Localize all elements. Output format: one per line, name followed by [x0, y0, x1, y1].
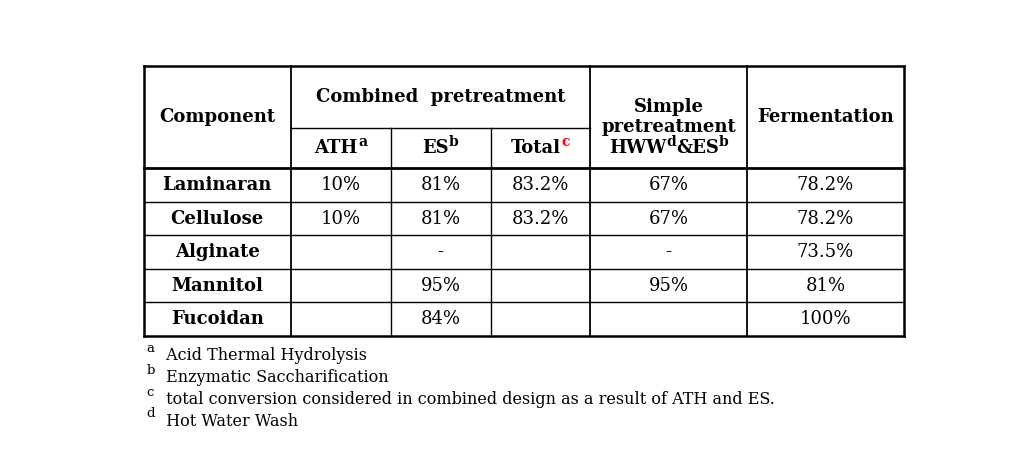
Text: Alginate: Alginate	[175, 243, 260, 261]
Text: 95%: 95%	[421, 277, 461, 295]
Text: a: a	[358, 135, 367, 149]
Text: 95%: 95%	[649, 277, 689, 295]
Text: 83.2%: 83.2%	[512, 210, 569, 228]
Text: Laminaran: Laminaran	[162, 176, 272, 194]
Text: 81%: 81%	[420, 210, 461, 228]
Text: b: b	[147, 364, 155, 377]
Text: c: c	[147, 386, 154, 398]
Text: 78.2%: 78.2%	[797, 176, 854, 194]
Text: &ES: &ES	[676, 139, 718, 157]
Text: b: b	[718, 135, 729, 149]
Text: Mannitol: Mannitol	[172, 277, 264, 295]
Text: Component: Component	[159, 108, 275, 126]
Text: -: -	[437, 243, 444, 261]
Text: Acid Thermal Hydrolysis: Acid Thermal Hydrolysis	[161, 347, 367, 364]
Text: 67%: 67%	[649, 210, 689, 228]
Text: ES: ES	[422, 139, 449, 157]
Text: Cellulose: Cellulose	[171, 210, 264, 228]
Text: d: d	[147, 408, 155, 420]
Text: Combined  pretreatment: Combined pretreatment	[316, 88, 565, 106]
Text: d: d	[666, 135, 676, 149]
Text: 73.5%: 73.5%	[797, 243, 854, 261]
Text: 100%: 100%	[800, 310, 851, 328]
Text: Hot Water Wash: Hot Water Wash	[161, 413, 298, 430]
Text: 78.2%: 78.2%	[797, 210, 854, 228]
Text: 67%: 67%	[649, 176, 689, 194]
Text: 81%: 81%	[805, 277, 845, 295]
Text: Fucoidan: Fucoidan	[171, 310, 264, 328]
Text: Enzymatic Saccharification: Enzymatic Saccharification	[161, 369, 388, 386]
Text: HWW: HWW	[609, 139, 666, 157]
Text: Total: Total	[511, 139, 561, 157]
Text: b: b	[449, 135, 459, 149]
Text: Fermentation: Fermentation	[757, 108, 894, 126]
Text: c: c	[561, 135, 569, 149]
Text: 81%: 81%	[420, 176, 461, 194]
Text: total conversion considered in combined design as a result of ATH and ES.: total conversion considered in combined …	[161, 391, 775, 408]
Text: 84%: 84%	[421, 310, 461, 328]
Text: 10%: 10%	[321, 210, 361, 228]
Text: 10%: 10%	[321, 176, 361, 194]
Text: 83.2%: 83.2%	[512, 176, 569, 194]
Text: Simple
pretreatment: Simple pretreatment	[601, 97, 736, 136]
Text: ATH: ATH	[315, 139, 358, 157]
Text: -: -	[665, 243, 671, 261]
Text: a: a	[147, 341, 154, 355]
